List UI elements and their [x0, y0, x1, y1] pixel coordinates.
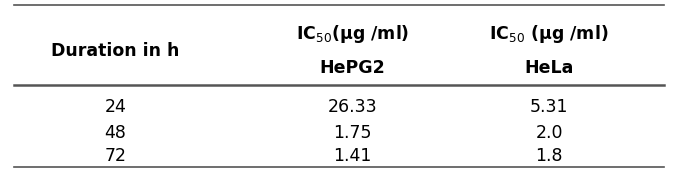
Text: 5.31: 5.31 [530, 98, 568, 116]
Text: 72: 72 [104, 147, 126, 165]
Text: IC$_{50}$ (μg /ml): IC$_{50}$ (μg /ml) [490, 23, 609, 45]
Text: HePG2: HePG2 [320, 59, 385, 77]
Text: 2.0: 2.0 [536, 124, 563, 142]
Text: 1.75: 1.75 [334, 124, 372, 142]
Text: 1.8: 1.8 [536, 147, 563, 165]
Text: Duration in h: Duration in h [51, 42, 180, 60]
Text: 1.41: 1.41 [334, 147, 372, 165]
Text: 48: 48 [104, 124, 126, 142]
Text: HeLa: HeLa [525, 59, 574, 77]
Text: 24: 24 [104, 98, 126, 116]
Text: 26.33: 26.33 [327, 98, 378, 116]
Text: IC$_{50}$(μg /ml): IC$_{50}$(μg /ml) [296, 23, 410, 45]
